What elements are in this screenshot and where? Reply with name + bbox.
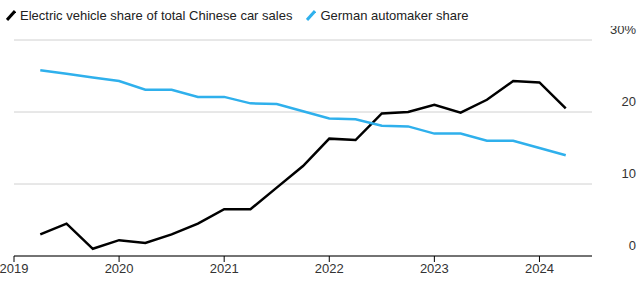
svg-text:10: 10 (622, 166, 636, 181)
svg-text:2020: 2020 (105, 261, 134, 276)
svg-text:20: 20 (622, 94, 636, 109)
html-text:German automaker share: German automaker share (320, 7, 469, 23)
svg-text:30%: 30% (610, 26, 636, 37)
svg-text:2021: 2021 (210, 261, 239, 276)
svg-text:2024: 2024 (525, 261, 554, 276)
svg-text:2023: 2023 (420, 261, 449, 276)
html-text:Electric vehicle share of tota: Electric vehicle share of total Chinese … (20, 7, 293, 23)
svg-text:0: 0 (629, 238, 636, 253)
svg-text:2022: 2022 (315, 261, 344, 276)
svg-text:2019: 2019 (0, 261, 28, 276)
